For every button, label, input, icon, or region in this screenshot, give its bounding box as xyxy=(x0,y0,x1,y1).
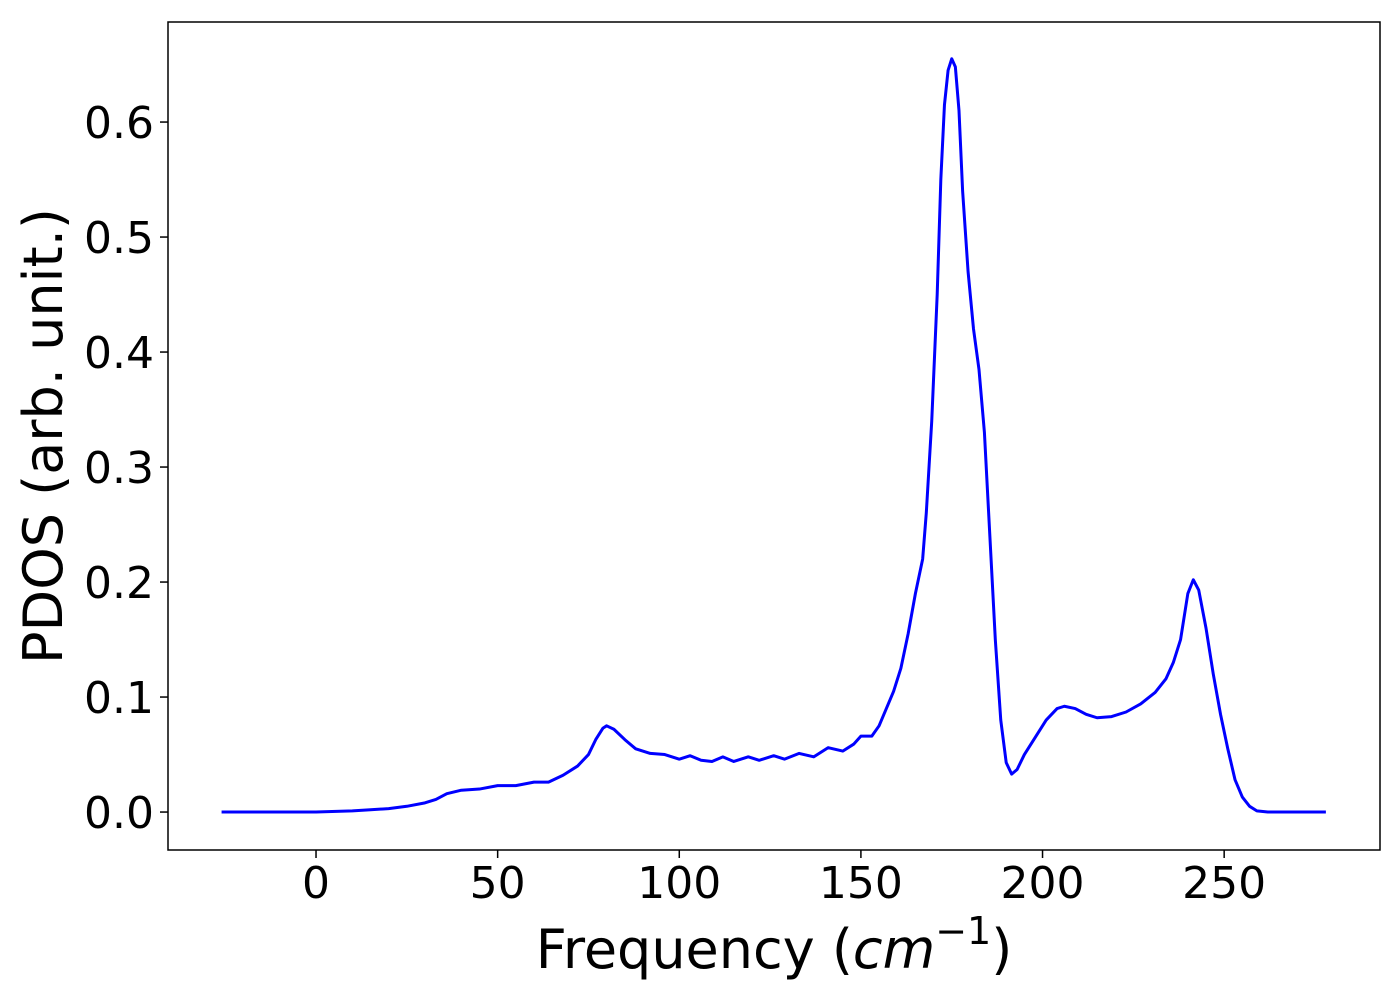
x-label-unit: cm xyxy=(853,918,935,981)
x-label-text: Frequency ( xyxy=(536,918,853,981)
x-tick-label: 200 xyxy=(1001,858,1085,909)
x-label-exponent: −1 xyxy=(935,909,991,953)
pdos-line xyxy=(221,57,1326,814)
x-tick-label: 0 xyxy=(302,858,330,909)
x-axis-label: Frequency (cm−1) xyxy=(536,909,1013,981)
x-tick-label: 150 xyxy=(819,858,903,909)
y-tick-label: 0.3 xyxy=(84,443,154,494)
y-axis-label: PDOS (arb. unit.) xyxy=(12,208,75,664)
y-tick-label: 0.5 xyxy=(84,213,154,264)
y-tick-label: 0.4 xyxy=(84,328,154,379)
plot-frame xyxy=(167,21,1381,851)
x-tick-label: 100 xyxy=(637,858,721,909)
y-tick-label: 0.0 xyxy=(84,788,154,839)
x-label-close: ) xyxy=(991,918,1012,981)
x-tick-label: 250 xyxy=(1182,858,1266,909)
y-tick-label: 0.6 xyxy=(84,98,154,149)
x-tick-label: 50 xyxy=(470,858,526,909)
y-tick-label: 0.1 xyxy=(84,673,154,724)
y-tick-label: 0.2 xyxy=(84,558,154,609)
